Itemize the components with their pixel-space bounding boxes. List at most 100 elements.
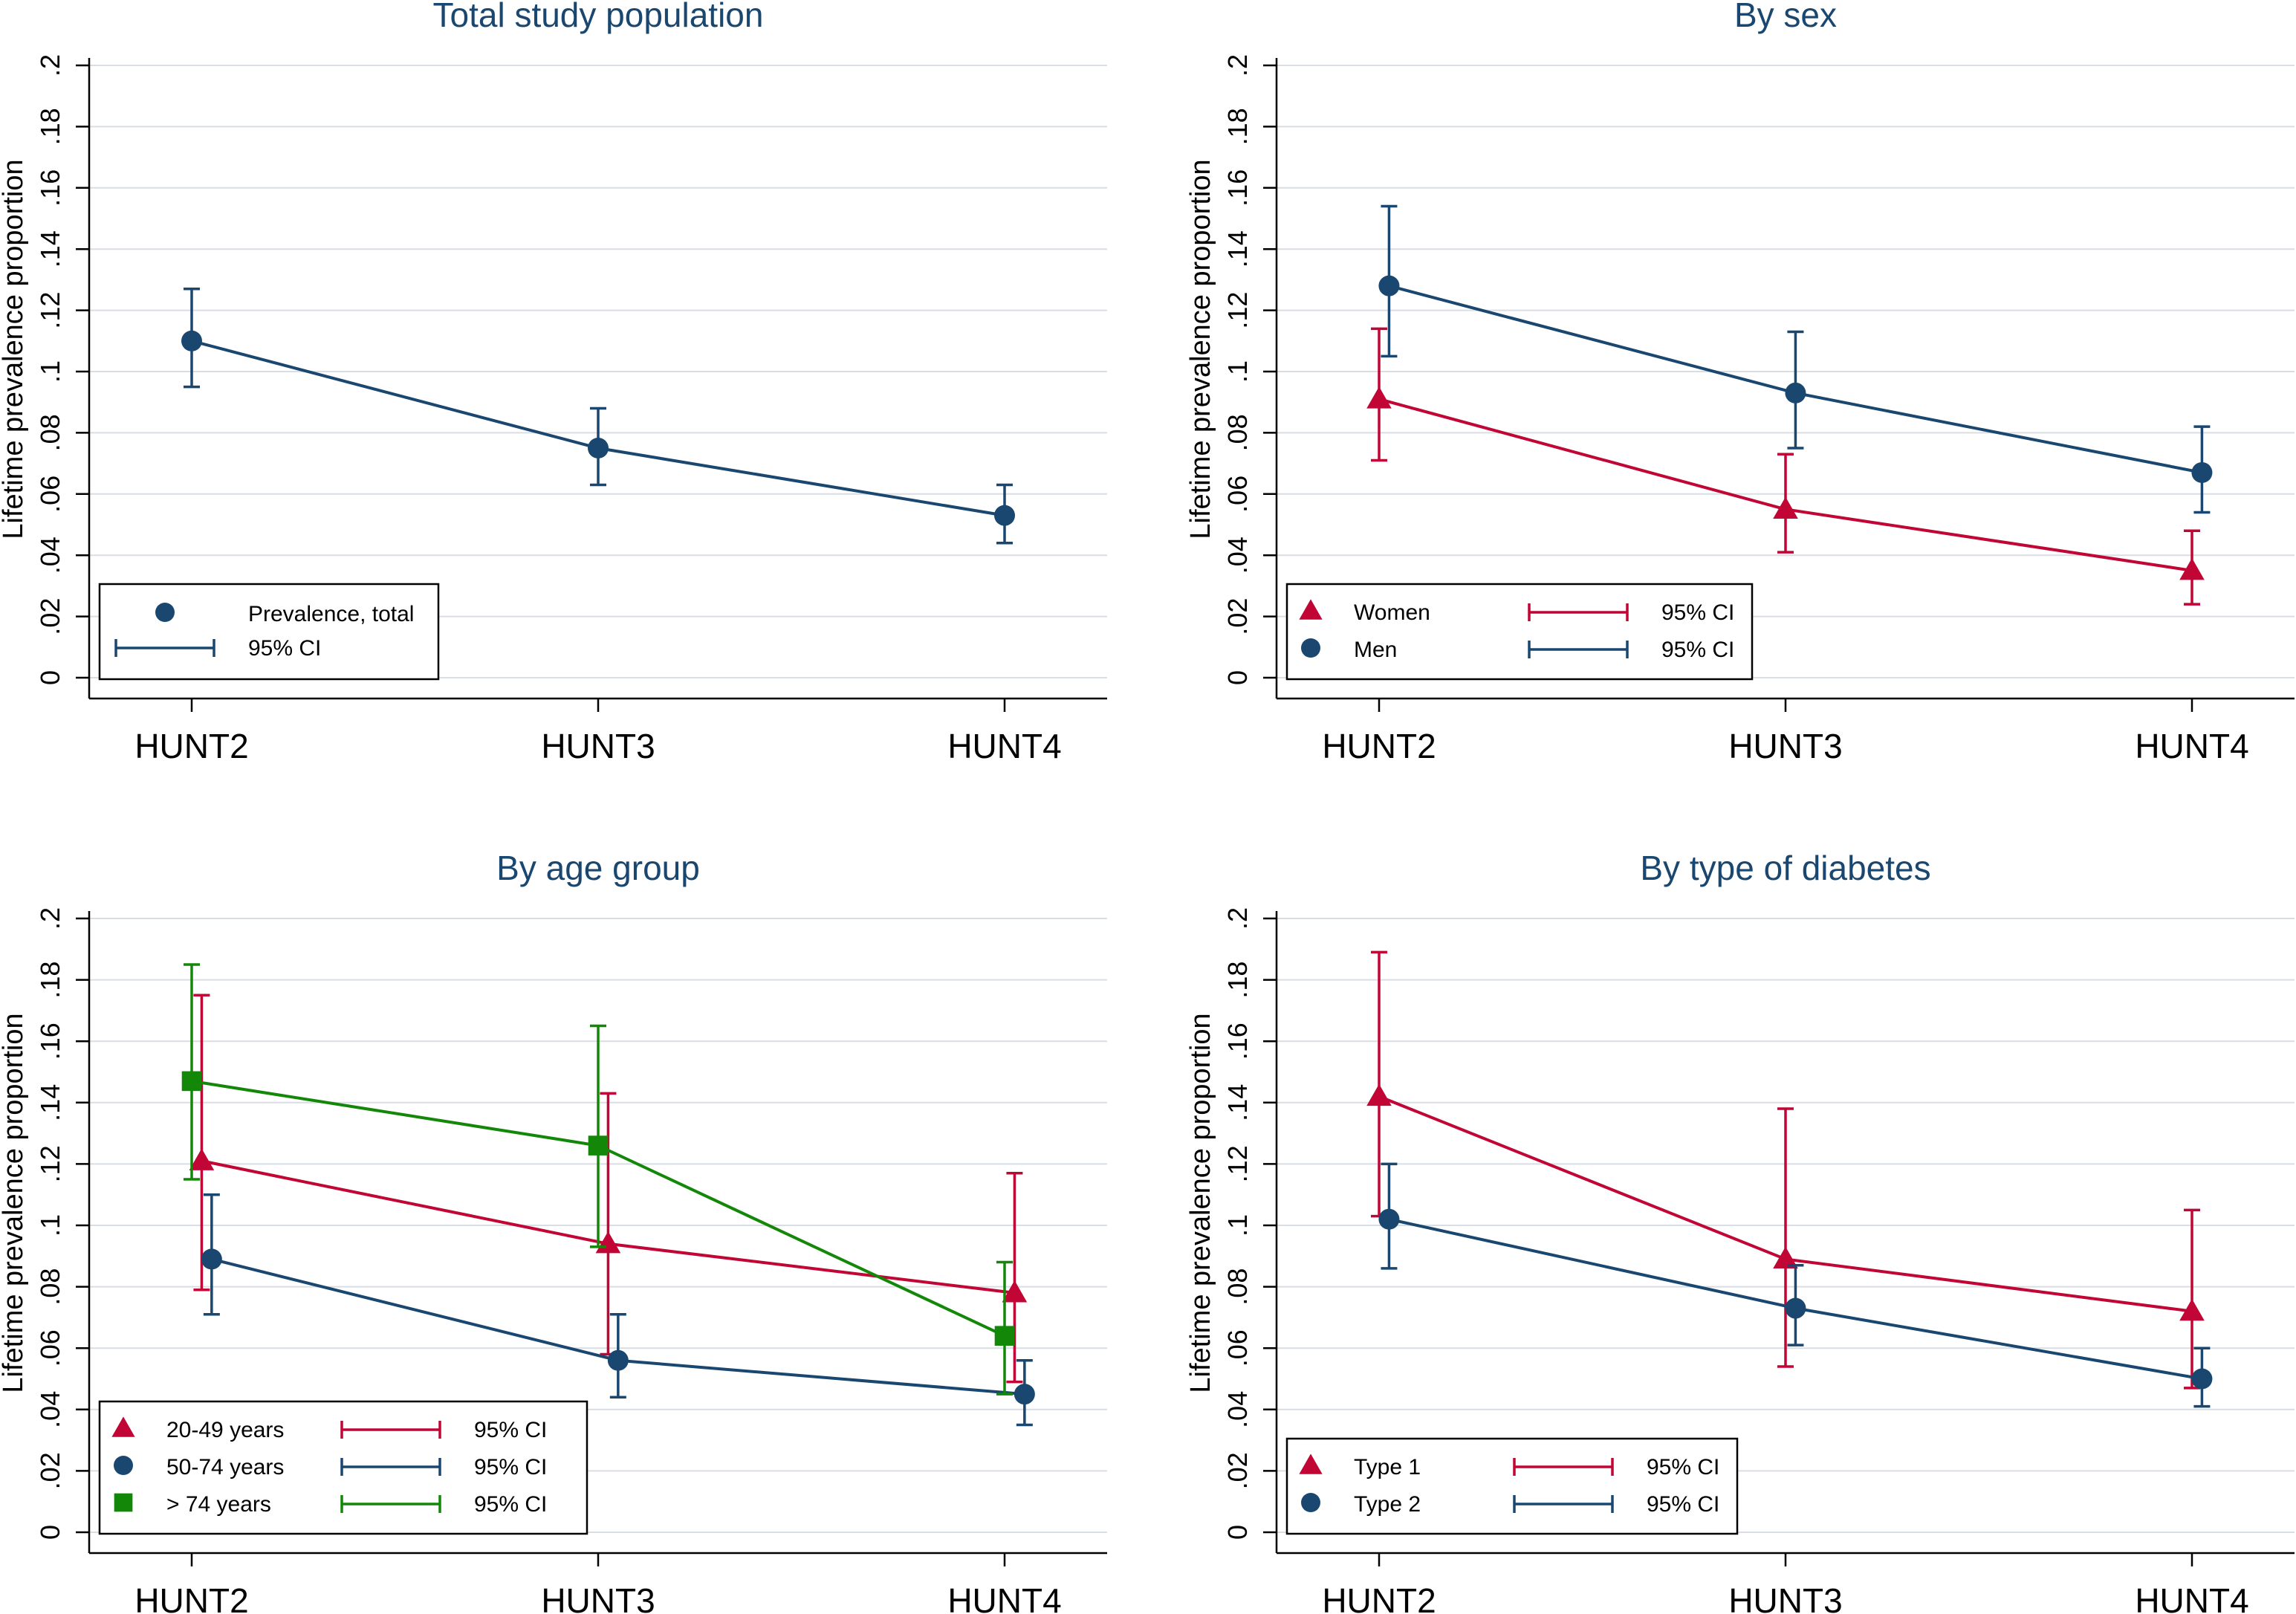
data-point xyxy=(1002,1280,1028,1303)
x-tick-label: HUNT2 xyxy=(134,1581,248,1614)
legend-label: 50-74 years xyxy=(166,1455,284,1480)
legend-box xyxy=(1285,1437,1739,1535)
y-tick-label: .12 xyxy=(1222,292,1253,329)
data-point xyxy=(1366,386,1392,409)
x-tick-label: HUNT4 xyxy=(947,727,1061,765)
series-triangle xyxy=(1366,327,2205,606)
data-point xyxy=(2179,558,2205,580)
series-circle xyxy=(1378,204,2213,514)
data-point xyxy=(2191,461,2213,483)
legend-label: Type 1 xyxy=(1354,1455,1421,1480)
x-tick-label: HUNT2 xyxy=(1322,1581,1436,1614)
legend-ci-label: 95% CI xyxy=(1647,1492,1719,1517)
y-tick-label: .1 xyxy=(35,1214,65,1237)
y-axis-title: Lifetime prevalence proportion xyxy=(0,159,29,539)
y-tick-label: .04 xyxy=(35,1391,65,1428)
legend: Type 1 95% CI Type 2 95% CI xyxy=(1285,1437,1739,1535)
y-tick-label: .02 xyxy=(1222,598,1253,635)
y-tick-label: .04 xyxy=(1222,1391,1253,1428)
chart-panel-3: By age group 0 .02 .04 .06 .08 .1 .12 .14 .16 .18.… xyxy=(0,849,1107,1614)
data-point xyxy=(189,1148,215,1170)
chart-panel-2: By sex 0 .02 .04 .06 .08 .1 .12 .14 .16 .18 .2 Lifet… xyxy=(1185,0,2295,765)
series-circle xyxy=(181,288,1015,545)
data-point xyxy=(1378,275,1400,296)
legend-ci-label: 95% CI xyxy=(474,1418,547,1442)
data-point xyxy=(994,1326,1015,1346)
legend-marker xyxy=(114,1493,133,1512)
legend-marker xyxy=(1301,1493,1320,1512)
y-tick-label: .06 xyxy=(35,476,65,513)
data-point xyxy=(1366,1083,1392,1106)
chart-panel-1: Total study population 0 .02 .04 .06 .08 .1 .12… xyxy=(0,0,1107,765)
data-point xyxy=(607,1349,629,1371)
y-tick-label: .2 xyxy=(35,54,65,77)
y-tick-label: .2 xyxy=(35,907,65,930)
legend-label: Women xyxy=(1354,600,1430,625)
x-tick-label: HUNT3 xyxy=(541,1581,655,1614)
legend-marker xyxy=(114,1456,133,1475)
legend-marker xyxy=(111,1416,135,1437)
y-tick-label: .16 xyxy=(35,1022,65,1060)
x-tick-label: HUNT4 xyxy=(947,1581,1061,1614)
legend-box xyxy=(98,583,440,681)
data-point xyxy=(2191,1368,2213,1390)
legend-label: > 74 years xyxy=(166,1492,271,1517)
y-tick-label: .02 xyxy=(35,598,65,635)
chart-title: By sex xyxy=(1734,0,1837,34)
y-axis-title: Lifetime prevalence proportion xyxy=(1185,1013,1216,1393)
x-tick-label: HUNT3 xyxy=(1728,727,1842,765)
legend: 20-49 years 95% CI 50-74 years 95% CI > 74 y… xyxy=(98,1400,588,1535)
y-tick-label: .02 xyxy=(35,1452,65,1489)
x-tick-label: HUNT2 xyxy=(1322,727,1436,765)
y-tick-label: .04 xyxy=(1222,537,1253,574)
legend-marker xyxy=(1301,638,1320,658)
y-tick-label: .18 xyxy=(35,108,65,145)
legend-label: Men xyxy=(1354,638,1397,662)
y-tick-label: 0 xyxy=(1222,1525,1253,1540)
series-circle xyxy=(1378,1162,2213,1408)
legend-ci-label: 95% CI xyxy=(1661,600,1734,625)
data-point xyxy=(201,1248,222,1270)
y-tick-label: .14 xyxy=(35,1084,65,1121)
series-circle xyxy=(201,1193,1035,1427)
data-point xyxy=(1785,382,1806,404)
data-point xyxy=(1378,1208,1400,1230)
legend: Women 95% CI Men 95% CI xyxy=(1285,583,1754,681)
y-tick-label: .2 xyxy=(1222,54,1253,77)
data-point xyxy=(588,1135,609,1156)
legend-box xyxy=(1285,583,1754,681)
y-tick-label: 0 xyxy=(1222,670,1253,685)
legend: Prevalence, total 95% CI xyxy=(98,583,440,681)
y-tick-label: 0 xyxy=(35,670,65,685)
y-tick-label: .16 xyxy=(1222,1022,1253,1060)
y-tick-label: .18 xyxy=(1222,962,1253,999)
legend-label: 20-49 years xyxy=(166,1418,284,1442)
data-point xyxy=(1785,1297,1806,1319)
y-axis-title: Lifetime prevalence proportion xyxy=(0,1013,29,1393)
y-tick-label: .08 xyxy=(1222,414,1253,451)
chart-title: By age group xyxy=(496,849,700,887)
y-tick-label: .18 xyxy=(1222,108,1253,145)
data-point xyxy=(1773,1246,1798,1269)
y-tick-label: .1 xyxy=(1222,360,1253,383)
y-tick-label: .08 xyxy=(1222,1268,1253,1306)
y-tick-label: 0 xyxy=(35,1525,65,1540)
y-tick-label: .2 xyxy=(1222,907,1253,930)
data-point xyxy=(181,330,202,351)
series-triangle xyxy=(1366,950,2205,1390)
legend-marker xyxy=(155,603,175,622)
x-tick-label: HUNT4 xyxy=(2135,727,2248,765)
data-point xyxy=(2179,1298,2205,1321)
legend-ci-label: 95% CI xyxy=(474,1455,547,1480)
y-tick-label: .1 xyxy=(35,360,65,383)
y-tick-label: .18 xyxy=(35,962,65,999)
chart-panel-4: By type of diabetes 0 .02 .04 .06 .08 .1 .12 .14… xyxy=(1185,849,2295,1614)
series-triangle xyxy=(189,994,1028,1384)
series-square xyxy=(181,963,1015,1396)
legend-marker xyxy=(1299,1453,1323,1474)
chart-title: Total study population xyxy=(433,0,764,34)
x-tick-label: HUNT4 xyxy=(2135,1581,2248,1614)
y-tick-label: .12 xyxy=(1222,1145,1253,1182)
data-point xyxy=(181,1071,202,1092)
